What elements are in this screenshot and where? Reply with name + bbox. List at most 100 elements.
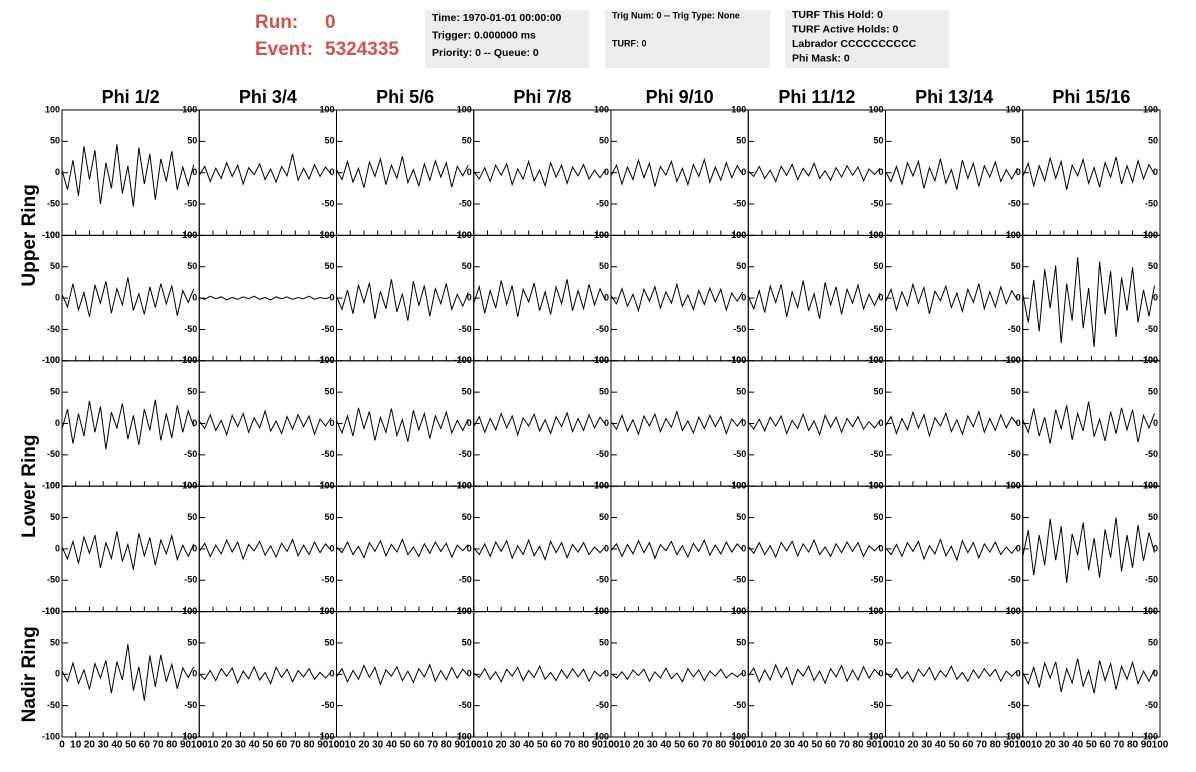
y-tick-label: -100 [42,230,60,240]
y-tick-label: 0 [467,543,472,553]
y-tick-label: 100 [45,355,60,365]
y-tick-label: -100 [865,731,883,741]
y-tick-label: -100 [1003,481,1021,491]
y-tick-label: -100 [316,481,334,491]
y-tick-label: 50 [1148,136,1158,146]
ring-label: Upper Ring [19,184,40,286]
x-tick-label: 90 [729,740,741,751]
x-tick-label: 70 [702,740,714,751]
x-tick-label: 90 [1141,740,1153,751]
y-tick-label: 100 [45,606,60,616]
info-line: Priority: 0 -- Queue: 0 [432,47,539,59]
y-tick-label: -100 [42,355,60,365]
x-tick-label: 10 [894,740,906,751]
x-tick-label: 30 [647,740,659,751]
y-tick-label: 100 [457,606,472,616]
y-tick-label: 50 [599,637,609,647]
y-tick-label: 50 [1011,512,1021,522]
waveform [610,157,744,187]
y-tick-label: 100 [731,355,746,365]
x-tick-label: 60 [413,740,425,751]
ring-label: Nadir Ring [19,626,40,722]
y-tick-label: -50 [870,575,883,585]
y-tick-label: 0 [329,292,334,302]
y-tick-label: -50 [596,700,609,710]
y-tick-label: -100 [728,230,746,240]
y-tick-label: 50 [599,387,609,397]
y-tick-label: 100 [319,230,334,240]
x-tick-label: 20 [770,740,782,751]
waveform [336,663,469,686]
y-tick-label: 0 [192,543,197,553]
y-tick-label: -50 [733,449,746,459]
x-tick-label: 100 [877,740,894,751]
x-tick-label: 0 [608,740,614,751]
y-tick-label: 100 [319,481,334,491]
y-tick-label: 50 [599,512,609,522]
x-tick-label: 80 [441,740,453,751]
x-tick-label: 80 [1127,740,1139,751]
panel-frame [610,611,749,738]
y-tick-label: -100 [591,230,609,240]
y-tick-label: 50 [462,512,472,522]
y-tick-label: 50 [599,261,609,271]
x-tick-label: 50 [262,740,274,751]
y-tick-label: 0 [329,418,334,428]
panel-frame [1022,485,1161,613]
y-tick-label: 100 [594,104,609,114]
y-tick-label: 0 [878,418,883,428]
y-tick-label: -50 [596,575,609,585]
x-tick-label: 60 [139,740,151,751]
y-tick-label: 100 [1006,230,1021,240]
x-tick-label: 10 [619,740,631,751]
y-tick-label: 50 [1011,261,1021,271]
x-tick-label: 50 [537,740,549,751]
x-tick-label: 10 [345,740,357,751]
y-tick-label: -100 [179,355,197,365]
y-tick-label: 50 [462,387,472,397]
y-tick-label: 50 [462,261,472,271]
y-tick-label: 0 [467,292,472,302]
y-tick-label: 0 [329,167,334,177]
y-tick-label: 50 [736,637,746,647]
y-tick-label: -100 [454,230,472,240]
y-tick-label: 0 [741,669,746,679]
y-tick-label: 50 [187,387,197,397]
x-tick-label: 70 [564,740,576,751]
waveform [198,409,332,437]
x-tick-label: 70 [976,740,988,751]
y-tick-label: 50 [736,136,746,146]
y-tick-label: 0 [741,292,746,302]
y-tick-label: 0 [467,418,472,428]
waveform [885,538,1018,562]
y-tick-label: -100 [1003,230,1021,240]
x-tick-label: 50 [1086,740,1098,751]
waveform [473,159,606,188]
y-tick-label: -50 [459,700,472,710]
y-tick-label: -50 [733,700,746,710]
x-tick-label: 50 [949,740,961,751]
y-tick-label: -50 [1145,449,1158,459]
x-tick-label: 30 [921,740,933,751]
y-tick-label: -100 [1140,481,1158,491]
y-tick-label: 0 [604,167,609,177]
y-tick-label: -100 [454,481,472,491]
waveform [747,280,881,319]
y-tick-label: 0 [741,167,746,177]
waveform [747,412,881,437]
x-tick-label: 40 [111,740,123,751]
panel-frame [1022,611,1161,738]
y-tick-label: 0 [192,167,197,177]
panel-frame [747,485,886,613]
y-tick-label: 50 [50,512,60,522]
x-tick-label: 20 [907,740,919,751]
y-tick-label: -50 [321,324,334,334]
y-tick-label: -50 [321,575,334,585]
x-tick-label: 20 [633,740,645,751]
waveform [610,282,744,313]
y-tick-label: -50 [1008,449,1021,459]
x-tick-label: 100 [1014,740,1031,751]
x-tick-label: 80 [166,740,178,751]
y-tick-label: 100 [457,355,472,365]
y-tick-label: 50 [50,261,60,271]
